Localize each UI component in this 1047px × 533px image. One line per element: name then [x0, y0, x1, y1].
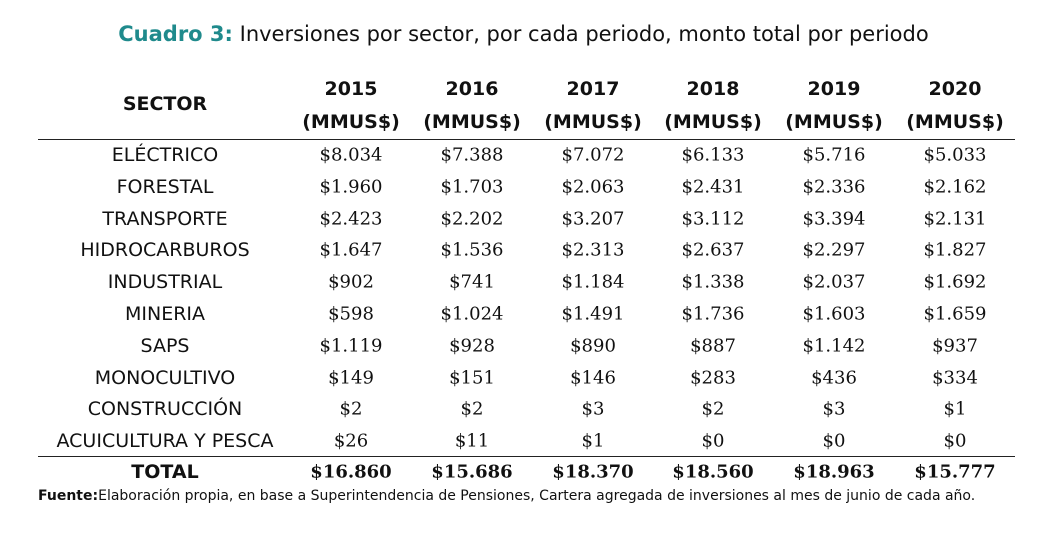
cell-value: $149 [328, 367, 374, 389]
cell-value: $146 [570, 367, 616, 389]
header-unit: (MMUS$) [664, 111, 762, 133]
cell-value: $890 [570, 335, 616, 357]
cell-value: $2.313 [561, 239, 625, 261]
header-year: 2016 [445, 78, 499, 100]
caption-text: Inversiones por sector, por cada periodo… [239, 22, 929, 46]
cell-value: $1.736 [681, 303, 745, 325]
total-value: $18.560 [672, 461, 754, 483]
total-label: TOTAL [131, 461, 199, 483]
cell-value: $2.423 [319, 208, 383, 230]
header-unit: (MMUS$) [423, 111, 521, 133]
cell-value: $2 [460, 398, 484, 420]
cell-value: $7.388 [440, 144, 504, 166]
cell-value: $11 [454, 430, 490, 452]
header-unit: (MMUS$) [302, 111, 400, 133]
cell-sector: ACUICULTURA Y PESCA [56, 430, 274, 453]
cell-value: $151 [449, 367, 495, 389]
cell-value: $2.336 [802, 176, 866, 198]
cell-value: $937 [932, 335, 978, 357]
cell-value: $1 [581, 430, 605, 452]
cell-value: $1.142 [802, 335, 866, 357]
cell-value: $2.431 [681, 176, 745, 198]
cell-value: $3 [581, 398, 605, 420]
cell-value: $1.536 [440, 239, 504, 261]
total-value: $18.963 [793, 461, 875, 483]
cell-value: $1.184 [561, 271, 625, 293]
total-value: $18.370 [552, 461, 634, 483]
cell-value: $2.297 [802, 239, 866, 261]
cell-value: $0 [943, 430, 967, 452]
source-label: Fuente: [38, 488, 99, 504]
total-rule [38, 456, 1015, 457]
header-sector: SECTOR [122, 93, 208, 115]
cell-value: $334 [932, 367, 978, 389]
header-year: 2015 [324, 78, 378, 100]
cell-value: $2.037 [802, 271, 866, 293]
cell-value: $1.659 [923, 303, 987, 325]
total-value: $16.860 [310, 461, 392, 483]
cell-value: $1.703 [440, 176, 504, 198]
cell-value: $3.207 [561, 208, 625, 230]
cell-value: $5.033 [923, 144, 987, 166]
cell-value: $2.202 [440, 208, 504, 230]
cell-value: $2.131 [923, 208, 987, 230]
cell-value: $887 [690, 335, 736, 357]
cell-value: $3 [822, 398, 846, 420]
header-rule [38, 139, 1015, 140]
source-text: Elaboración propia, en base a Superinten… [98, 488, 976, 504]
cell-value: $741 [449, 271, 495, 293]
cell-sector: HIDROCARBUROS [80, 239, 250, 262]
cell-sector: FORESTAL [116, 175, 214, 198]
cell-value: $1.692 [923, 271, 987, 293]
cell-value: $7.072 [561, 144, 625, 166]
cell-value: $1.491 [561, 303, 625, 325]
cell-sector: ELÉCTRICO [111, 144, 219, 166]
cell-value: $2.637 [681, 239, 745, 261]
cell-value: $1.338 [681, 271, 745, 293]
cell-value: $436 [811, 367, 857, 389]
cell-value: $5.716 [802, 144, 866, 166]
cell-value: $0 [822, 430, 846, 452]
cell-value: $283 [690, 367, 736, 389]
cell-value: $2 [701, 398, 725, 420]
cell-value: $3.112 [681, 208, 745, 230]
cell-sector: SAPS [140, 334, 190, 357]
header-unit: (MMUS$) [544, 111, 642, 133]
cell-value: $2.162 [923, 176, 987, 198]
cell-value: $928 [449, 335, 495, 357]
cell-value: $1.024 [440, 303, 504, 325]
cell-value: $1.119 [319, 335, 383, 357]
source: Fuente:Elaboración propia, en base a Sup… [38, 488, 975, 504]
cell-value: $1.647 [319, 239, 383, 261]
total-value: $15.777 [914, 461, 996, 483]
cell-sector: CONSTRUCCIÓN [87, 398, 243, 421]
cell-value: $0 [701, 430, 725, 452]
header-year: 2019 [807, 78, 861, 100]
header-unit: (MMUS$) [785, 111, 883, 133]
cell-value: $598 [328, 303, 374, 325]
cell-sector: TRANSPORTE [102, 207, 228, 230]
header-year: 2020 [928, 78, 982, 100]
header-unit: (MMUS$) [906, 111, 1004, 133]
caption-label: Cuadro 3: [118, 22, 233, 46]
cell-value: $3.394 [802, 208, 866, 230]
total-value: $15.686 [431, 461, 513, 483]
header-year: 2018 [686, 78, 740, 100]
cell-value: $26 [333, 430, 369, 452]
cell-value: $902 [328, 271, 374, 293]
cell-value: $1.827 [923, 239, 987, 261]
header-year: 2017 [566, 78, 620, 100]
cell-value: $1.960 [319, 176, 383, 198]
cell-value: $6.133 [681, 144, 745, 166]
cell-value: $2.063 [561, 176, 625, 198]
cell-sector: MINERIA [124, 303, 206, 325]
cell-value: $1.603 [802, 303, 866, 325]
cell-value: $8.034 [319, 144, 383, 166]
caption: Cuadro 3: Inversiones por sector, por ca… [0, 22, 1047, 46]
cell-sector: MONOCULTIVO [94, 366, 236, 389]
cell-value: $1 [943, 398, 967, 420]
cell-sector: INDUSTRIAL [107, 271, 223, 294]
cell-value: $2 [339, 398, 363, 420]
